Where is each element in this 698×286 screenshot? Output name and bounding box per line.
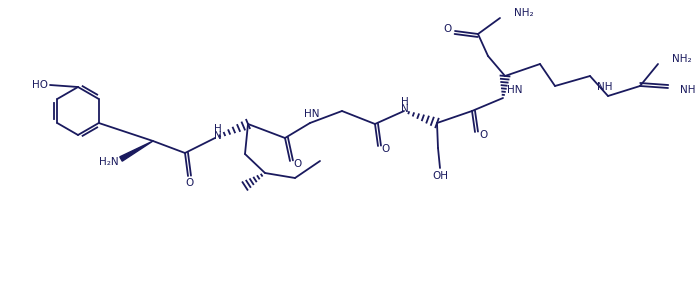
Polygon shape: [120, 141, 153, 161]
Text: H: H: [401, 97, 409, 107]
Text: O: O: [479, 130, 487, 140]
Text: O: O: [443, 24, 451, 34]
Text: HO: HO: [32, 80, 48, 90]
Text: N: N: [401, 104, 409, 114]
Text: NH₂: NH₂: [514, 8, 534, 18]
Text: H₂N: H₂N: [99, 157, 119, 167]
Text: NH₂: NH₂: [672, 54, 692, 64]
Text: OH: OH: [432, 171, 448, 181]
Text: O: O: [294, 159, 302, 169]
Text: NH: NH: [680, 85, 695, 95]
Text: HN: HN: [304, 109, 320, 119]
Text: O: O: [382, 144, 390, 154]
Text: HN: HN: [507, 85, 523, 95]
Text: O: O: [186, 178, 194, 188]
Text: H: H: [214, 124, 222, 134]
Text: NH: NH: [597, 82, 613, 92]
Text: N: N: [214, 131, 222, 141]
